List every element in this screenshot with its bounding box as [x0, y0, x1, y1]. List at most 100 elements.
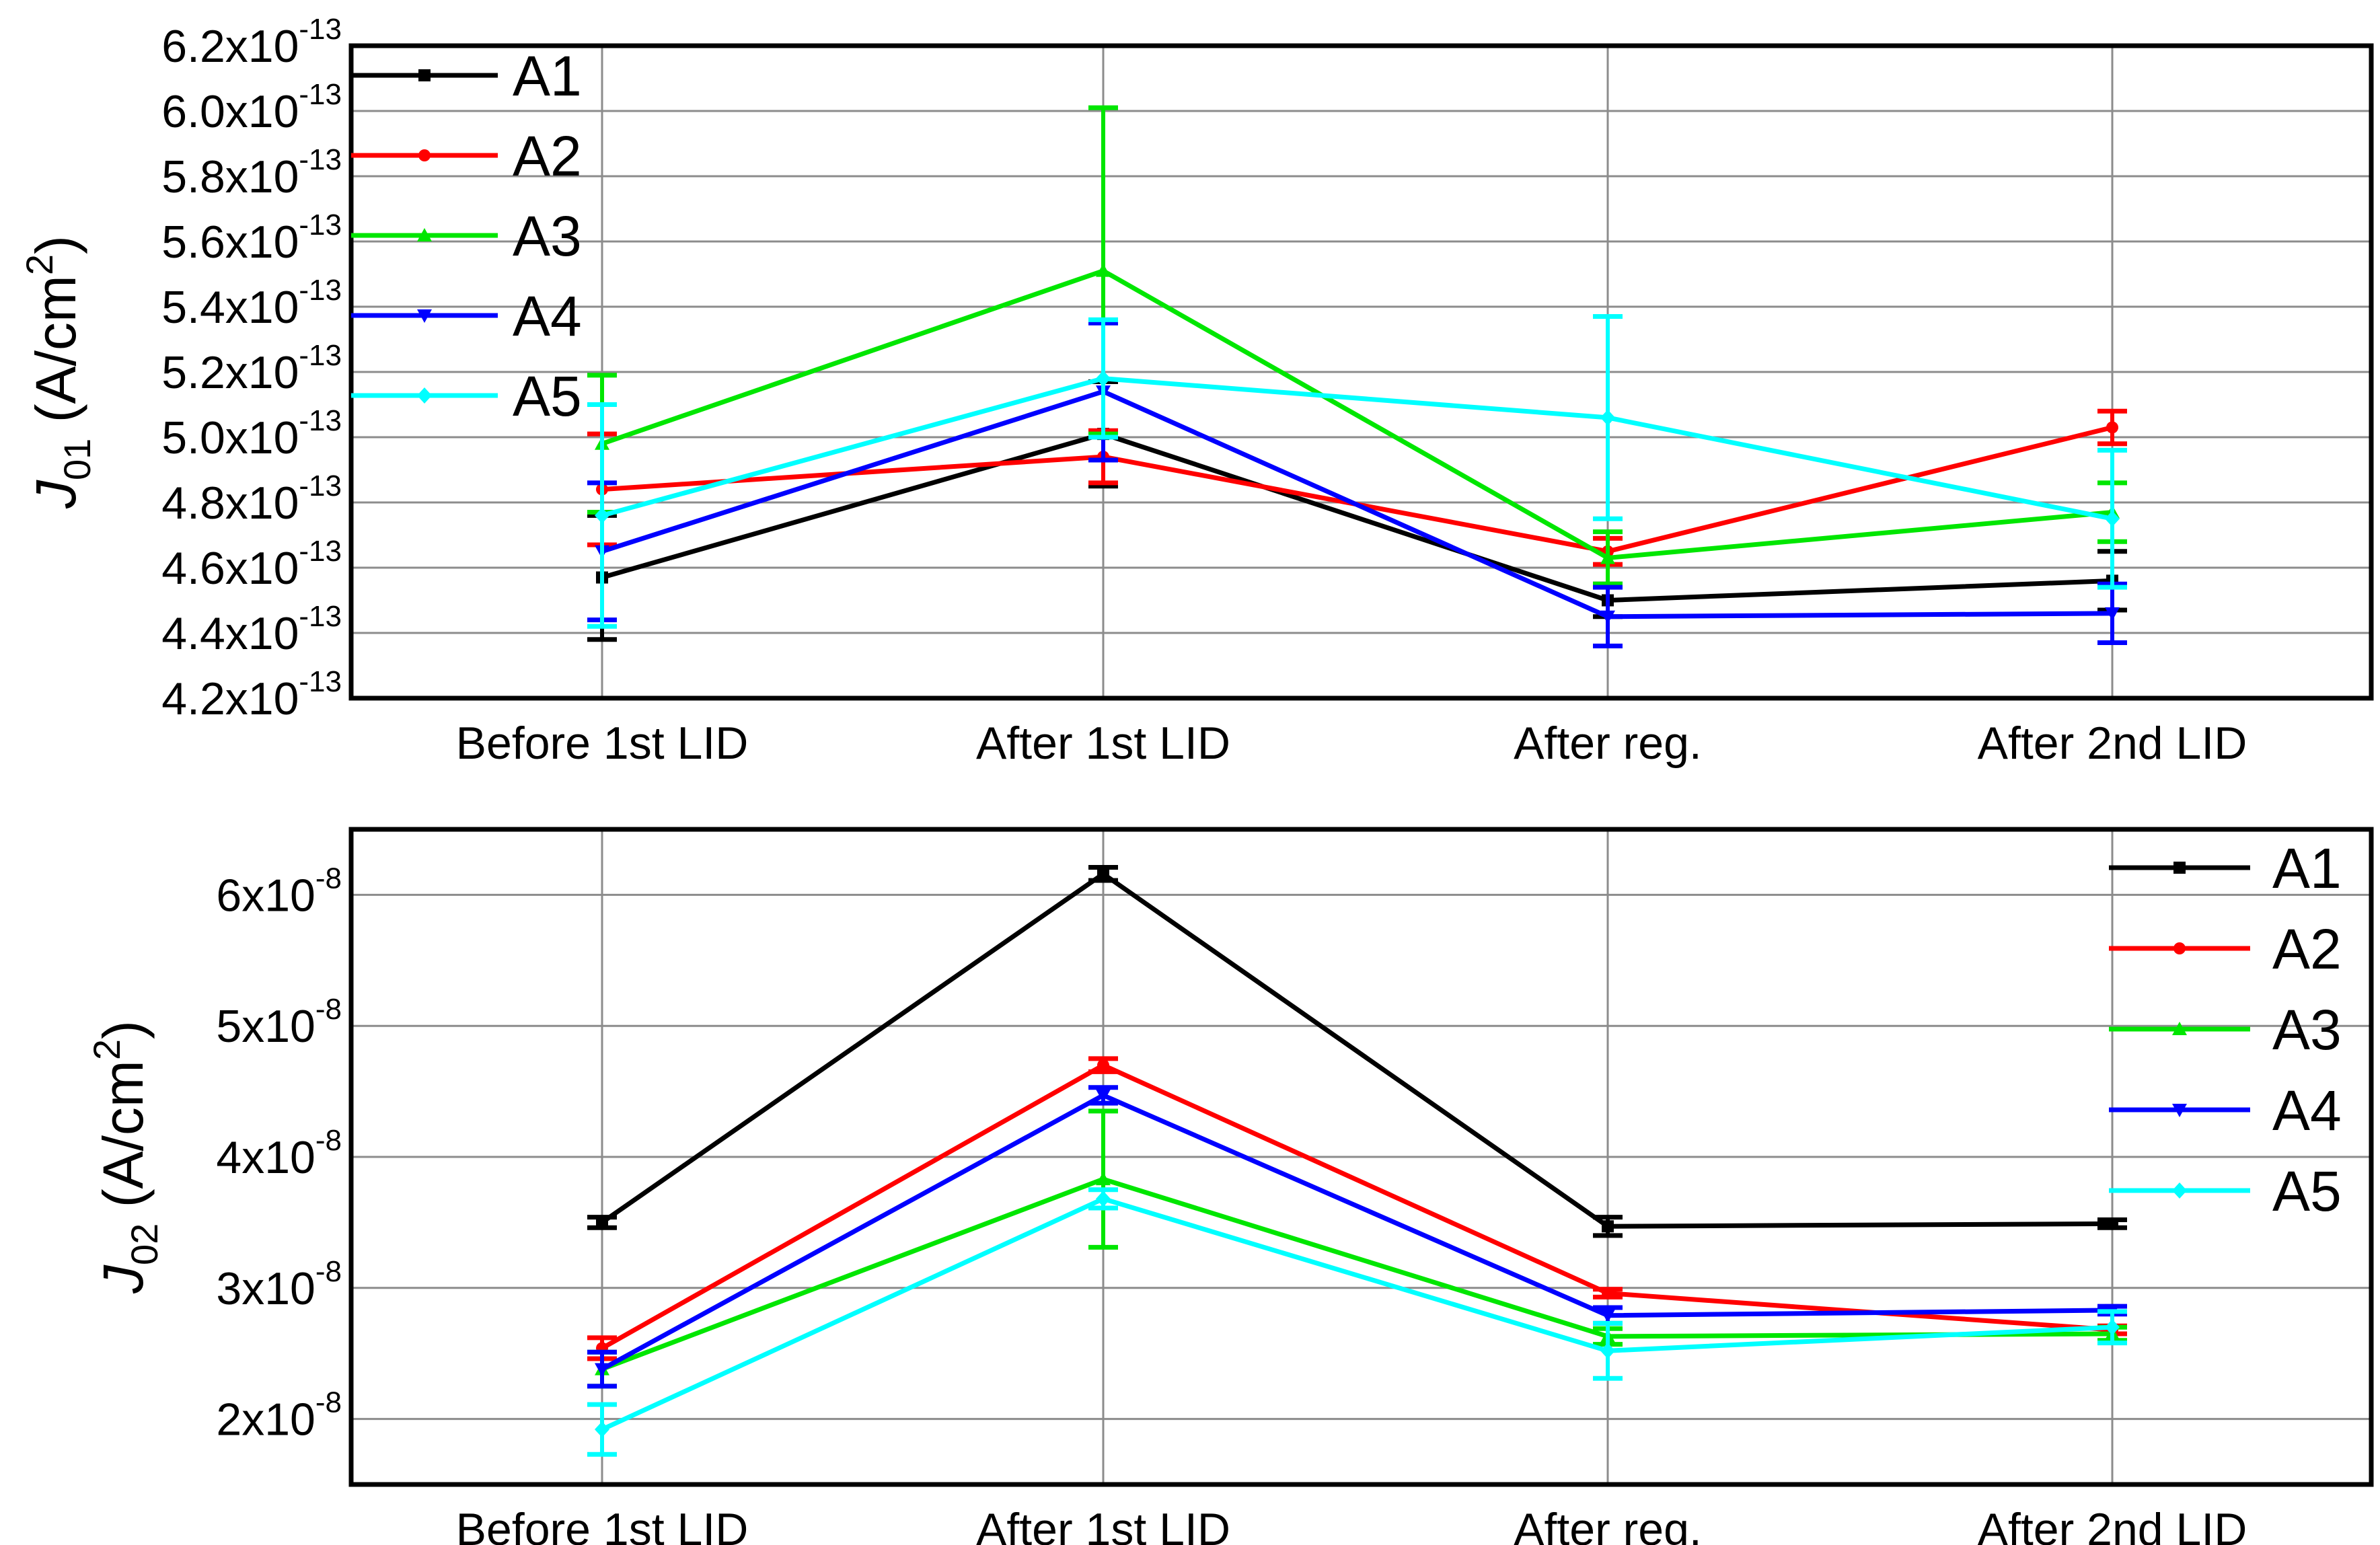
y-tick-label: 5.6x10-13: [161, 209, 342, 268]
y-axis-label: J01 (A/cm2): [18, 235, 98, 509]
y-tick-exponent: -13: [299, 339, 342, 372]
y-tick-label: 5.2x10-13: [161, 339, 342, 398]
series-line-a5: [601, 1196, 2113, 1432]
series-line-a1: [601, 870, 2113, 1229]
y-label-symbol: J: [24, 480, 87, 509]
y-tick-mantissa: 4x10: [216, 1132, 315, 1183]
data-point-a5: [1600, 1343, 1615, 1359]
y-label-unit: (A/cm: [91, 1060, 155, 1223]
data-point-a3: [1096, 1172, 1111, 1186]
data-point-a5: [1096, 1191, 1111, 1207]
data-point-a5: [595, 507, 609, 524]
plot-frame: [348, 827, 2374, 1487]
y-tick-exponent: -8: [315, 993, 342, 1026]
data-point-a4: [1600, 1309, 1615, 1323]
x-tick-label: After 1st LID: [976, 718, 1230, 769]
legend-marker: [418, 69, 431, 81]
series-a5: [587, 1187, 2127, 1457]
x-tick-label: After 1st LID: [976, 1504, 1230, 1545]
y-tick-mantissa: 6x10: [216, 870, 315, 921]
y-tick-mantissa: 5x10: [216, 1001, 315, 1052]
legend-marker: [2173, 942, 2186, 954]
y-label-unit-close: ): [24, 235, 87, 254]
y-label-symbol: J: [91, 1265, 155, 1294]
y-tick-exponent: -13: [299, 78, 342, 111]
series-line-a4: [601, 389, 2113, 619]
legend-label: A3: [2272, 998, 2342, 1061]
y-tick-exponent: -13: [299, 665, 342, 698]
y-tick-mantissa: 3x10: [216, 1263, 315, 1314]
legend-marker: [2172, 1104, 2187, 1117]
y-axis-label: J02 (A/cm2): [85, 1020, 165, 1294]
series-line-a4: [601, 1092, 2113, 1371]
series-line-a3: [601, 1176, 2113, 1371]
y-label-unit: (A/cm: [24, 275, 87, 439]
y-tick-mantissa: 5.8x10: [161, 151, 299, 202]
legend-label: A3: [513, 204, 582, 268]
legend-marker: [417, 228, 432, 241]
series-a3: [587, 105, 2127, 587]
y-tick-mantissa: 4.8x10: [161, 478, 299, 529]
y-tick-label: 5.8x10-13: [161, 143, 342, 202]
y-tick-mantissa: 5.6x10: [161, 217, 299, 268]
y-tick-label: 4.4x10-13: [161, 600, 342, 659]
data-point-a4: [1096, 1089, 1111, 1103]
legend-marker: [2173, 862, 2186, 874]
y-tick-exponent: -13: [299, 274, 342, 307]
data-point-a3: [1600, 550, 1615, 564]
y-tick-mantissa: 5.2x10: [161, 347, 299, 398]
data-point-a5: [1600, 409, 1615, 426]
y-tick-exponent: -8: [315, 862, 342, 895]
x-tick-label: After 2nd LID: [1978, 718, 2247, 769]
legend-label: A2: [2272, 917, 2342, 981]
plot-frame: [348, 43, 2374, 701]
legend-label: A5: [2272, 1160, 2342, 1223]
data-point-a1: [2106, 1217, 2118, 1230]
y-tick-mantissa: 4.4x10: [161, 608, 299, 659]
data-point-a4: [2105, 607, 2120, 621]
y-tick-exponent: -13: [299, 469, 342, 502]
data-point-a1: [596, 1216, 608, 1229]
y-tick-exponent: -8: [315, 1255, 342, 1288]
y-tick-label: 5.0x10-13: [161, 404, 342, 463]
y-tick-label: 4.6x10-13: [161, 535, 342, 594]
legend-label: A2: [513, 124, 582, 188]
legend-marker: [417, 387, 432, 404]
legend-label: A4: [2272, 1079, 2342, 1142]
y-label-unit-close: ): [91, 1020, 155, 1039]
series-line-a3: [601, 268, 2113, 561]
y-tick-mantissa: 6.2x10: [161, 21, 299, 72]
data-point-a5: [2105, 1319, 2120, 1336]
series-line-a1: [601, 431, 2113, 603]
y-tick-exponent: -8: [315, 1386, 342, 1419]
y-tick-exponent: -13: [299, 143, 342, 176]
y-tick-mantissa: 5.0x10: [161, 412, 299, 463]
y-tick-label: 2x10-8: [216, 1386, 342, 1445]
legend-label: A1: [2272, 837, 2342, 900]
legend-label: A1: [513, 44, 582, 108]
y-tick-exponent: -13: [299, 404, 342, 437]
legend-marker: [2172, 1182, 2187, 1199]
legend: A1 A2 A3 A4 A5: [2109, 837, 2342, 1223]
x-tick-label: Before 1st LID: [456, 1504, 749, 1545]
y-tick-mantissa: 5.4x10: [161, 282, 299, 333]
y-tick-label: 4.2x10-13: [161, 665, 342, 724]
y-tick-label: 5x10-8: [216, 993, 342, 1052]
series-a5: [587, 314, 2127, 629]
data-point-a5: [595, 1421, 609, 1438]
y-tick-exponent: -13: [299, 209, 342, 241]
y-tick-exponent: -13: [299, 13, 342, 46]
legend-label: A5: [513, 365, 582, 428]
y-tick-mantissa: 2x10: [216, 1394, 315, 1445]
y-label-subscript: 01: [56, 439, 98, 480]
y-tick-mantissa: 4.2x10: [161, 673, 299, 724]
legend: A1 A2 A3 A4 A5: [351, 44, 582, 428]
y-tick-exponent: -13: [299, 535, 342, 568]
y-label-unit-superscript: 2: [18, 254, 61, 275]
x-tick-label: After 2nd LID: [1978, 1504, 2247, 1545]
x-tick-label: After reg.: [1514, 1504, 1702, 1545]
legend-label: A4: [513, 285, 582, 348]
data-point-a5: [2105, 511, 2120, 527]
